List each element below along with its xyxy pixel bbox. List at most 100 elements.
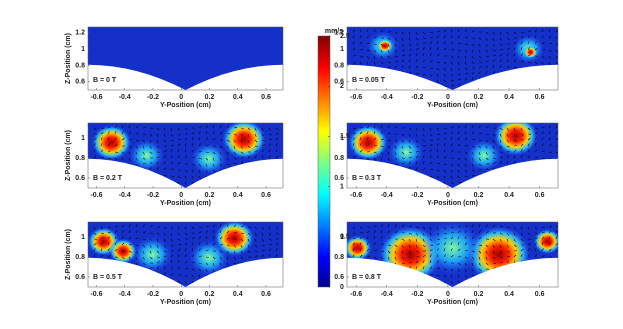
flow-arrow — [429, 73, 433, 77]
flow-arrow — [527, 243, 531, 246]
flow-arrow — [149, 266, 153, 270]
flow-arrow — [429, 226, 432, 230]
flow-arrow — [513, 161, 516, 165]
flow-arrow — [436, 169, 440, 172]
flow-arrow — [219, 250, 223, 253]
y-tick-label: 1.2 — [334, 30, 344, 37]
flow-arrow — [366, 29, 369, 33]
flow-arrow — [128, 224, 131, 228]
x-axis-label: Y-Position (cm) — [160, 299, 211, 306]
flow-arrow — [387, 256, 390, 260]
flow-arrow — [548, 144, 552, 147]
flow-arrow — [485, 60, 489, 63]
flow-arrow — [205, 262, 209, 266]
flow-arrow — [184, 226, 187, 230]
flow-arrow — [436, 138, 440, 141]
flow-arrow — [499, 232, 503, 235]
flow-arrow — [261, 254, 264, 258]
flow-arrow — [457, 230, 461, 234]
flow-arrow — [464, 175, 468, 178]
flow-arrow — [226, 256, 229, 260]
flow-arrow — [429, 67, 433, 70]
flow-arrow — [443, 156, 447, 159]
x-tick-label: -0.6 — [90, 94, 102, 101]
flow-arrow — [408, 127, 412, 130]
flow-arrow — [548, 125, 552, 129]
flow-arrow — [401, 151, 405, 155]
flow-arrow — [436, 47, 439, 51]
flow-arrow — [366, 242, 369, 246]
flow-arrow — [541, 41, 545, 45]
flow-arrow — [380, 125, 383, 129]
flow-arrow — [121, 236, 124, 240]
flow-arrow — [394, 37, 397, 41]
flow-arrow — [205, 268, 208, 272]
flow-arrow — [478, 163, 482, 166]
y-tick-label: 0.8 — [334, 155, 344, 162]
flow-arrow — [352, 254, 355, 258]
flow-arrow — [555, 29, 558, 33]
flow-arrow — [275, 127, 279, 130]
flow-arrow — [170, 260, 173, 264]
flow-arrow — [443, 127, 447, 130]
flow-arrow — [415, 127, 418, 131]
flow-arrow — [520, 155, 523, 159]
x-tick-label: -0.4 — [381, 291, 393, 298]
flow-arrow — [373, 36, 377, 39]
flow-arrow — [135, 157, 138, 161]
flow-arrow — [373, 55, 376, 59]
flow-arrow — [233, 157, 237, 160]
flow-arrow — [485, 256, 488, 260]
flow-arrow — [457, 55, 460, 59]
flow-arrow — [499, 156, 503, 159]
colorbar-tick-label: 0.5 — [340, 234, 350, 241]
flow-arrow — [373, 61, 376, 65]
flow-arrow — [380, 138, 384, 141]
flow-arrow — [373, 144, 377, 147]
flow-arrow — [373, 29, 376, 33]
flow-arrow — [415, 167, 418, 171]
flow-arrow — [408, 37, 411, 41]
flow-arrow — [380, 61, 384, 65]
flow-arrow — [163, 238, 166, 242]
flow-arrow — [233, 126, 237, 129]
flow-arrow — [380, 256, 384, 260]
flow-arrow — [401, 250, 404, 254]
flow-arrow — [114, 144, 118, 147]
flow-arrow — [520, 36, 524, 39]
flow-arrow — [464, 49, 468, 53]
flow-arrow — [198, 143, 202, 147]
flow-arrow — [142, 139, 146, 143]
flow-arrow — [380, 131, 383, 135]
flow-arrow — [205, 125, 208, 129]
flow-arrow — [457, 280, 461, 284]
flow-arrow — [135, 125, 139, 129]
flow-arrow — [394, 55, 398, 58]
flow-arrow — [492, 49, 496, 52]
y-tick-label: 1 — [81, 234, 85, 241]
x-axis-label: Y-Position (cm) — [427, 299, 478, 306]
flow-arrow — [548, 248, 552, 252]
mask-region — [185, 64, 283, 90]
flow-arrow — [492, 133, 496, 137]
flow-arrow — [268, 127, 271, 131]
flow-arrow — [520, 248, 524, 252]
flow-arrow — [394, 126, 398, 129]
flow-arrow — [380, 49, 383, 53]
flow-arrow — [485, 49, 489, 53]
flow-arrow — [184, 155, 188, 159]
x-tick-label: -0.6 — [350, 291, 362, 298]
flow-arrow — [233, 133, 237, 136]
flow-arrow — [352, 132, 356, 135]
flow-arrow — [492, 43, 495, 47]
flow-arrow — [170, 161, 173, 165]
flow-arrow — [499, 261, 503, 264]
flow-arrow — [485, 43, 488, 47]
flow-arrow — [247, 155, 251, 159]
flow-arrow — [450, 226, 454, 229]
annotation-box — [90, 271, 130, 282]
flow-arrow — [478, 139, 482, 142]
flow-arrow — [520, 143, 524, 147]
flow-arrow — [471, 30, 475, 33]
flow-arrow — [520, 133, 524, 136]
